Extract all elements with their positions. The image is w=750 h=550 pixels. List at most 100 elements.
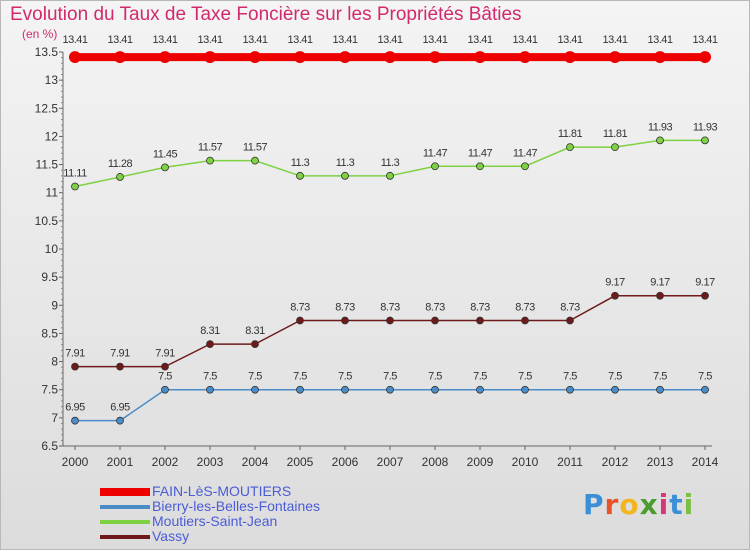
data-point [609,51,621,64]
data-label: 9.17 [695,277,715,289]
data-point [296,316,304,325]
data-point [431,385,439,394]
data-label: 7.5 [473,371,487,383]
data-label: 11.11 [63,168,87,180]
x-tick-label: 2012 [602,455,629,469]
data-label: 11.47 [468,147,493,159]
data-point [339,51,351,64]
data-label: 7.5 [653,371,667,383]
data-label: 7.5 [608,371,622,383]
data-label: 13.41 [287,34,312,46]
data-point [296,171,304,180]
data-label: 6.95 [65,402,85,414]
data-point [656,136,664,145]
data-label: 11.45 [153,148,178,160]
data-point [701,291,709,300]
x-tick-label: 2007 [377,455,404,469]
data-point [566,143,574,152]
data-label: 9.17 [650,277,670,289]
data-point [566,316,574,325]
y-tick-label: 8 [51,355,58,369]
y-tick-label: 11.5 [36,158,59,172]
data-point [521,316,529,325]
data-label: 8.73 [335,301,355,313]
x-tick-label: 2000 [62,455,89,469]
data-point [341,385,349,394]
data-label: 13.41 [242,34,267,46]
data-point [476,162,484,171]
data-point [114,51,126,64]
data-label: 11.28 [108,158,133,170]
data-label: 11.57 [243,142,268,154]
data-label: 7.91 [110,348,130,360]
data-point [611,291,619,300]
y-tick-label: 6.5 [41,439,58,453]
data-label: 8.31 [200,325,220,337]
data-point [519,51,531,64]
data-label: 11.81 [603,128,628,140]
data-label: 9.17 [605,277,625,289]
x-tick-label: 2003 [197,455,224,469]
data-point [116,416,124,425]
logo-letter: r [604,488,620,521]
data-point [386,171,394,180]
data-label: 7.5 [338,371,352,383]
data-point [296,385,304,394]
x-tick-label: 2009 [467,455,494,469]
data-label: 8.73 [515,301,535,313]
data-label: 11.93 [693,121,718,133]
data-point [71,182,79,191]
legend-label: Moutiers-Saint-Jean [152,513,278,529]
data-label: 8.73 [425,301,445,313]
data-point [431,316,439,325]
data-label: 11.3 [291,157,310,169]
data-label: 13.41 [332,34,357,46]
y-tick-label: 7.5 [41,383,58,397]
data-label: 7.5 [158,371,172,383]
x-tick-label: 2014 [692,455,719,469]
data-label: 7.91 [155,348,175,360]
data-label: 13.41 [602,34,627,46]
data-point [611,385,619,394]
data-label: 11.93 [648,121,673,133]
data-label: 13.41 [467,34,492,46]
data-point [251,385,259,394]
data-point [701,385,709,394]
data-point [71,362,79,371]
data-label: 7.5 [383,371,397,383]
data-label: 11.47 [423,147,448,159]
x-tick-label: 2002 [152,455,179,469]
data-point [384,51,396,64]
data-label: 7.5 [293,371,307,383]
data-label: 7.5 [698,371,712,383]
data-point [116,362,124,371]
proxiti-logo: Proxiti [583,488,694,521]
data-label: 11.81 [558,128,583,140]
data-point [206,340,214,349]
data-point [654,51,666,64]
legend-label: FAIN-LèS-MOUTIERS [152,483,292,499]
data-label: 7.5 [563,371,577,383]
y-axis-unit: (en %) [22,27,58,41]
y-tick-label: 13.5 [35,45,59,59]
data-point [656,291,664,300]
y-tick-label: 7 [51,411,58,425]
y-tick-label: 8.5 [41,326,58,340]
logo-letter: P [583,488,605,521]
y-tick-label: 10.5 [35,214,59,228]
data-label: 11.47 [513,147,538,159]
data-point [159,51,171,64]
data-label: 7.5 [248,371,262,383]
logo-letter: t [669,488,684,521]
data-point [206,156,214,165]
data-label: 8.73 [560,301,580,313]
y-tick-label: 11 [46,186,59,200]
data-point [204,51,216,64]
logo-letter: i [683,488,695,521]
data-point [611,143,619,152]
data-point [521,385,529,394]
data-label: 7.5 [203,371,217,383]
data-point [566,385,574,394]
data-point [341,316,349,325]
